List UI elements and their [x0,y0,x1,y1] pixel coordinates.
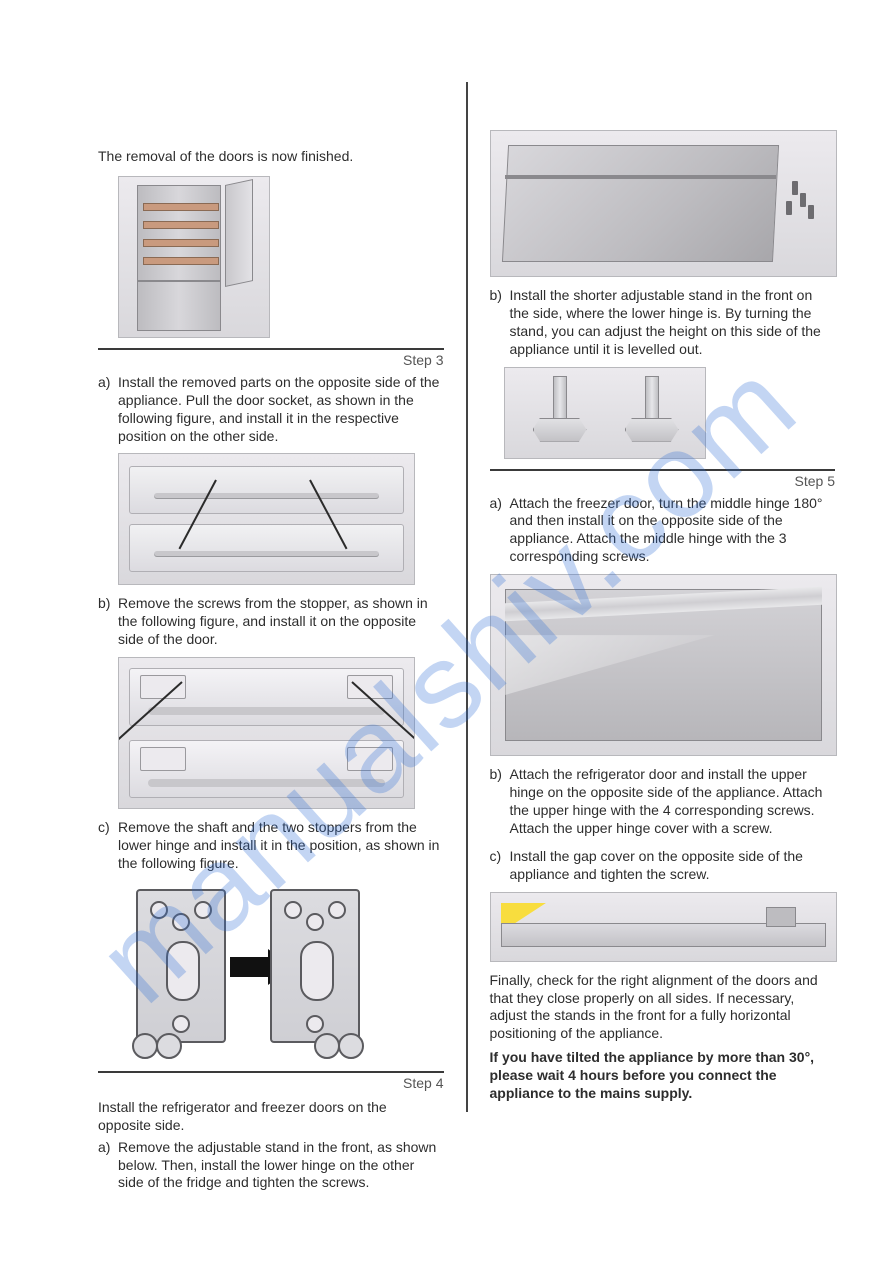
step4-intro: Install the refrigerator and freezer doo… [98,1099,444,1135]
figure-freezer-door [490,574,837,756]
tilt-warning-text: If you have tilted the appliance by more… [490,1049,836,1103]
list-marker: b) [98,595,112,649]
figure-stopper-swap [118,657,415,809]
step5-item-c: c) Install the gap cover on the opposite… [490,848,836,884]
figure-fridge [118,176,270,338]
step5-item-b: b) Attach the refrigerator door and inst… [490,766,836,838]
step5-item-a: a) Attach the freezer door, turn the mid… [490,495,836,567]
rule-step-3 [98,348,444,350]
rule-step-5 [490,469,836,471]
step3-a-text: Install the removed parts on the opposit… [118,374,444,446]
step-3-label: Step 3 [98,352,444,370]
manual-page: manualshiv.com The removal of the doors … [0,0,893,1263]
step4-a-text: Remove the adjustable stand in the front… [118,1139,444,1193]
intro-text: The removal of the doors is now finished… [98,148,444,166]
step3-item-c: c) Remove the shaft and the two stoppers… [98,819,444,873]
step4-item-a: a) Remove the adjustable stand in the fr… [98,1139,444,1193]
list-marker: a) [98,1139,112,1193]
step-4-label: Step 4 [98,1075,444,1093]
step3-item-a: a) Install the removed parts on the oppo… [98,374,444,446]
list-marker: c) [490,848,504,884]
step4-b-text: Install the shorter adjustable stand in … [510,287,836,359]
arrow-icon [230,957,268,977]
step4-item-b: b) Install the shorter adjustable stand … [490,287,836,359]
step5-a-text: Attach the freezer door, turn the middle… [510,495,836,567]
column-left: The removal of the doors is now finished… [98,82,466,1183]
final-alignment-text: Finally, check for the right alignment o… [490,972,836,1044]
list-marker: a) [490,495,504,567]
step-5-label: Step 5 [490,473,836,491]
figure-door-sockets [118,453,415,585]
list-marker: b) [490,766,504,838]
step3-item-b: b) Remove the screws from the stopper, a… [98,595,444,649]
figure-front-corner [490,130,837,277]
column-right: b) Install the shorter adjustable stand … [468,82,836,1183]
list-marker: b) [490,287,504,359]
step3-c-text: Remove the shaft and the two stoppers fr… [118,819,444,873]
step5-c-text: Install the gap cover on the opposite si… [510,848,836,884]
list-marker: c) [98,819,112,873]
figure-gap-cover [490,892,837,962]
rule-step-4 [98,1071,444,1073]
figure-adjustable-stands [504,367,706,459]
two-column-layout: The removal of the doors is now finished… [98,82,835,1183]
list-marker: a) [98,374,112,446]
figure-lower-hinge [118,881,378,1061]
step3-b-text: Remove the screws from the stopper, as s… [118,595,444,649]
step5-b-text: Attach the refrigerator door and install… [510,766,836,838]
